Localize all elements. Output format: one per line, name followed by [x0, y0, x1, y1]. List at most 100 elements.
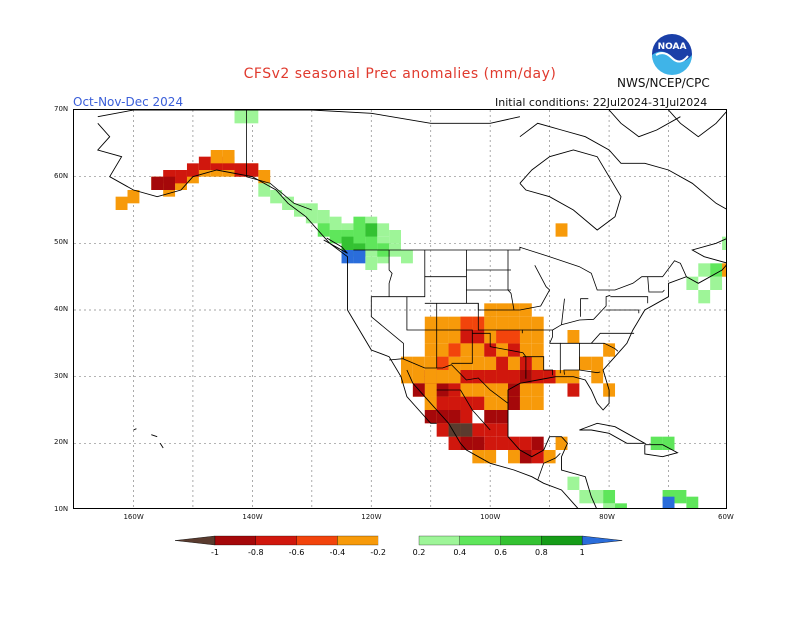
anomaly-cell [258, 183, 271, 197]
anomaly-cell [377, 223, 390, 237]
season-label: Oct-Nov-Dec 2024 [73, 95, 184, 109]
coastline [519, 149, 622, 231]
anomaly-cell [615, 503, 627, 508]
border-line [549, 342, 561, 374]
border-line [522, 329, 553, 344]
coastline [579, 422, 647, 444]
anomaly-cell [484, 356, 497, 370]
anomaly-cell [258, 170, 271, 184]
anomaly-cell [567, 383, 580, 397]
border-line [522, 356, 553, 376]
anomaly-cell [424, 410, 437, 424]
anomaly-cell [531, 330, 544, 344]
anomaly-cell [662, 496, 675, 508]
anomaly-cell [436, 316, 449, 330]
border-line [579, 369, 601, 374]
anomaly-cell [591, 370, 604, 384]
coastline [608, 110, 681, 138]
colorbar-tick-label: -0.4 [330, 548, 346, 557]
anomaly-cell [484, 450, 497, 464]
initial-conditions-label: Initial conditions: 22Jul2024-31Jul2024 [495, 96, 708, 109]
anomaly-cell [246, 110, 259, 124]
anomaly-cell [424, 343, 437, 357]
anomaly-cell [698, 290, 711, 304]
anomaly-cell [519, 436, 532, 450]
coastline [406, 369, 579, 508]
coastline [133, 428, 137, 431]
anomaly-cell [127, 190, 140, 204]
coastlines [96, 110, 726, 508]
anomaly-cell [341, 230, 354, 244]
anomaly-cell [579, 490, 592, 504]
anomaly-cell [555, 436, 568, 450]
anomaly-cell [448, 316, 461, 330]
anomaly-cell [543, 450, 556, 464]
anomaly-cell [412, 370, 425, 384]
border-line [610, 296, 649, 304]
anomaly-cell [460, 383, 473, 397]
border-line [579, 332, 635, 344]
anomaly-cell [329, 216, 342, 230]
lon-tick-label: 140W [242, 513, 263, 521]
noaa-logo-icon: NOAA [651, 33, 693, 79]
anomaly-cell [353, 250, 366, 264]
border-line [560, 342, 580, 375]
border-line [406, 296, 438, 368]
anomaly-cell [484, 343, 497, 357]
border-line [647, 276, 665, 293]
anomaly-cell [234, 110, 247, 124]
colorbar-tick-label: 1 [580, 548, 585, 557]
colorbar-tick-label: -0.8 [248, 548, 264, 557]
anomaly-cell [365, 256, 378, 270]
anomaly-cell [579, 356, 592, 370]
anomaly-cell [496, 396, 509, 410]
border-line [424, 302, 520, 311]
colorbar-legend: -1 -0.8 -0.6 -0.4 -0.2 0.2 0.4 0.6 0.8 1 [170, 534, 630, 568]
border-line [507, 250, 515, 311]
anomaly-cell [591, 490, 604, 504]
anomaly-cell [508, 316, 520, 330]
anomaly-cell [508, 343, 520, 357]
anomaly-cell [448, 410, 461, 424]
anomaly-cell [460, 316, 473, 330]
border-line [561, 298, 565, 325]
anomaly-cell [270, 190, 283, 204]
anomaly-cells [115, 110, 726, 508]
grid-lines [74, 110, 726, 508]
anomaly-cell [317, 223, 330, 237]
anomaly-cell [448, 343, 461, 357]
anomaly-cell [472, 383, 485, 397]
lat-tick-label: 10N [54, 505, 69, 513]
anomaly-cell [531, 383, 544, 397]
anomaly-cell [519, 450, 532, 464]
anomaly-cell [722, 236, 726, 250]
anomaly-cell [353, 216, 366, 230]
colorbar-segment [214, 535, 256, 546]
anomaly-cell [472, 423, 485, 437]
anomaly-cell [472, 330, 485, 344]
anomaly-cell [353, 230, 366, 244]
border-line [472, 332, 527, 379]
anomaly-cell [496, 410, 509, 424]
anomaly-cell [603, 503, 616, 508]
anomaly-cell [448, 370, 461, 384]
anomaly-cell [484, 316, 497, 330]
anomaly-cell [448, 396, 461, 410]
anomaly-cell [531, 316, 544, 330]
anomaly-cell [317, 210, 330, 224]
border-line [353, 246, 687, 291]
lat-tick-label: 40N [54, 305, 69, 313]
anomaly-cell [198, 156, 211, 170]
map-svg [74, 110, 726, 508]
coastline [519, 122, 726, 210]
anomaly-cell [484, 410, 497, 424]
anomaly-cell [567, 330, 580, 344]
map-panel [73, 109, 727, 509]
colorbar-tick-label: -1 [211, 548, 219, 557]
anomaly-cell [531, 396, 544, 410]
anomaly-cell [401, 250, 413, 264]
anomaly-cell [508, 356, 520, 370]
anomaly-cell [436, 343, 449, 357]
coastline [644, 444, 679, 458]
anomaly-cell [591, 356, 604, 370]
